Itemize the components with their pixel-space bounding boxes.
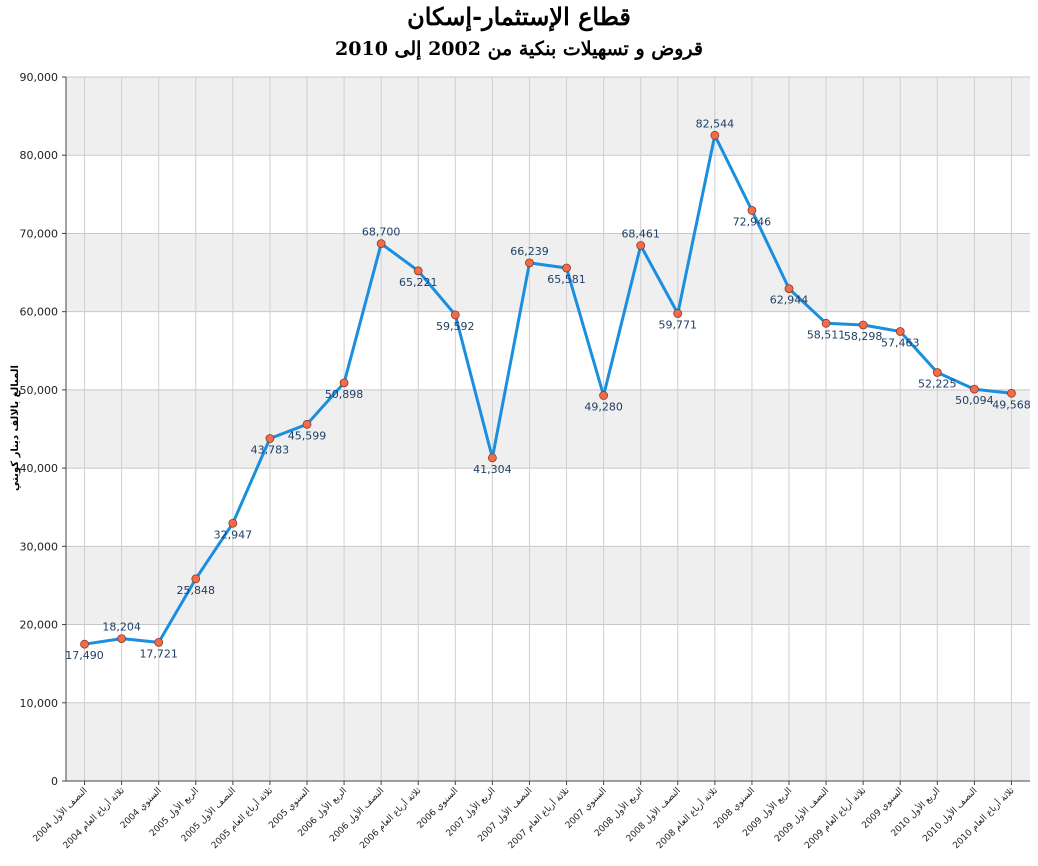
data-label: 58,511 [807,328,846,341]
data-point [413,266,423,276]
data-label: 82,544 [696,117,735,130]
data-label: 43,783 [251,444,290,457]
x-tick-label: ثلاثة أرباع العام 2007 [505,784,572,851]
y-tick-label: 10,000 [20,697,59,710]
data-point [1007,388,1016,398]
chart-subtitle: قروض و تسهيلات بنكية من 2002 إلى 2010 [335,38,703,60]
data-label: 41,304 [473,463,512,476]
y-axis-title: المبالغ بالالف دينار كويتي [10,365,21,491]
data-label: 32,947 [214,528,253,541]
y-tick-label: 90,000 [20,71,59,84]
data-label: 57,463 [881,337,920,350]
series-polyline [84,133,1012,646]
data-label: 18,204 [102,621,141,634]
data-label: 17,490 [65,649,104,662]
data-point [858,320,868,330]
data-point [599,391,609,400]
data-label: 65,581 [547,273,586,286]
data-point [339,378,349,388]
data-label: 49,568 [992,398,1031,411]
data-point [747,206,757,215]
data-point [450,310,460,320]
data-point [562,263,571,273]
x-tick-label: ثلاثة أرباع العام 2004 [60,784,127,851]
y-tick-label: 30,000 [20,540,59,553]
chart-title: قطاع الإستثمار-إسكان [407,2,631,31]
data-point [932,368,942,377]
plot-band [66,702,1030,781]
data-point [154,637,164,647]
data-labels: 17,490 18,204 17,721 25,848 32,947 43,783 45,5… [65,117,1030,662]
y-tick-label: 0 [51,775,58,788]
x-tick-label: ثلاثة أرباع العام 2006 [357,784,424,851]
plot-band [66,546,1030,625]
y-tick-label: 70,000 [20,227,59,240]
data-point [117,634,127,644]
data-point [80,639,89,649]
data-point [895,327,905,336]
data-label: 49,280 [584,401,623,414]
plot-band [66,389,1030,469]
x-tick-label: ثلاثة أرباع العام 2005 [209,784,276,851]
axes [62,76,1030,785]
x-tick-label: ثلاثة أرباع العام 2010 [950,784,1017,851]
data-point [673,309,683,318]
data-label: 68,461 [621,227,660,240]
data-label: 68,700 [362,226,401,239]
data-label: 45,599 [288,429,327,442]
data-label: 66,239 [510,245,549,258]
data-point [636,241,646,250]
data-point [302,419,312,429]
data-point [525,258,534,268]
y-tick-label: 40,000 [20,462,59,475]
data-point [784,284,794,294]
plot-band [66,233,1030,312]
x-tick-label: ثلاثة أرباع العام 2008 [653,784,720,851]
data-label: 62,944 [770,294,809,307]
data-label: 25,848 [177,584,216,597]
data-label: 52,225 [918,377,957,390]
y-tick-label: 80,000 [20,149,59,162]
data-point [265,434,275,443]
data-label: 50,094 [955,394,994,407]
series-markers [80,130,1016,649]
data-label: 59,592 [436,320,475,333]
data-label: 58,298 [844,330,883,343]
data-point [487,453,497,463]
series-line [84,133,1012,646]
data-point [710,130,720,140]
y-tick-label: 50,000 [20,384,59,397]
y-tick-labels: 0 10,000 20,000 30,000 40,000 50,000 60,000 70,… [20,71,59,788]
data-label: 50,898 [325,388,364,401]
y-tick-label: 20,000 [20,619,59,632]
data-point [191,574,201,584]
plot-bands [66,77,1030,781]
data-label: 65,221 [399,276,438,289]
data-point [376,239,386,249]
data-point [228,518,238,528]
plot-band [66,77,1030,156]
x-tick-label: ثلاثة أرباع العام 2009 [802,784,869,851]
data-label: 17,721 [139,647,178,660]
y-tick-label: 60,000 [20,306,59,319]
data-label: 72,946 [733,215,772,228]
data-label: 59,771 [659,318,698,331]
data-point [821,318,831,328]
gridlines [66,76,1030,782]
data-point [969,384,979,394]
